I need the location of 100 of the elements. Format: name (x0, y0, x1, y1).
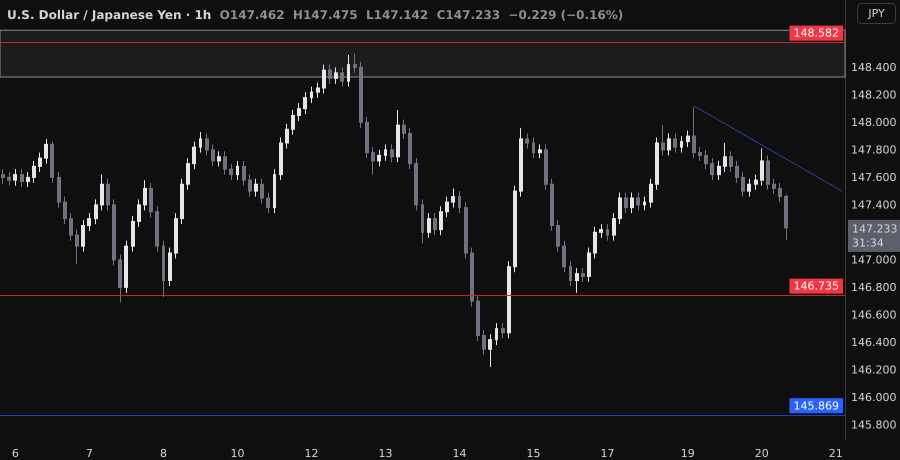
candlestick (451, 188, 455, 208)
candlestick (661, 124, 665, 156)
candlestick (242, 160, 246, 186)
x-tick-label: 6 (12, 447, 19, 460)
candlestick (445, 196, 449, 218)
text: 147.233 (852, 222, 898, 236)
candlestick (569, 260, 572, 286)
candlestick (741, 171, 745, 198)
candlestick (205, 132, 209, 156)
y-tick-label: 147.000 (851, 253, 896, 266)
candlestick (124, 240, 128, 294)
candlestick (223, 150, 227, 176)
candlestick (69, 212, 73, 242)
ref-line-label: 148.582 (794, 26, 839, 40)
candlestick (365, 116, 369, 159)
text: 31:34 (852, 236, 884, 250)
ref-line-label: 146.735 (794, 280, 839, 293)
candlestick (328, 64, 332, 84)
candlestick (347, 54, 350, 88)
y-axis-title: JPY (867, 7, 885, 20)
candlestick (439, 206, 443, 236)
candlestick (192, 141, 196, 170)
y-tick-label: 146.200 (851, 363, 896, 376)
x-tick-label: 14 (452, 447, 467, 460)
candlestick (433, 212, 437, 236)
candlestick (100, 174, 104, 211)
candlestick (414, 158, 418, 211)
candlestick (710, 158, 714, 181)
candlestick (704, 149, 708, 170)
candlestick (155, 206, 159, 252)
candlestick (377, 149, 381, 167)
y-tick-label: 146.400 (851, 336, 896, 349)
candlestick (174, 212, 178, 259)
candlestick (180, 178, 184, 225)
x-tick-label: 19 (680, 447, 695, 460)
candlestick (32, 160, 36, 184)
candlestick (359, 61, 363, 128)
candlestick (723, 142, 727, 172)
y-tick-label: 145.800 (851, 418, 896, 432)
candlestick (458, 190, 461, 214)
candlestick (717, 160, 721, 181)
candlestick (476, 295, 480, 342)
candlestick (513, 185, 517, 273)
candlestick (186, 158, 190, 190)
candlestick (297, 102, 301, 122)
candlestick (618, 192, 622, 225)
candlestick (384, 144, 387, 162)
candlestick (495, 322, 498, 346)
candlestick (729, 150, 733, 172)
candlestick (390, 144, 394, 163)
candlestick (340, 66, 344, 88)
candlestick (38, 152, 42, 172)
y-tick-label: 147.400 (851, 198, 896, 212)
candlestick (143, 180, 147, 211)
candlestick (353, 53, 357, 74)
candlestick (402, 119, 406, 140)
text: U.S. Dollar / Japanese Yen · 1h (7, 8, 212, 22)
candlestick (532, 137, 535, 159)
candlestick (63, 196, 67, 225)
candlestick (13, 168, 17, 186)
candlestick (772, 178, 776, 194)
candlestick (162, 240, 165, 298)
y-tick-label: 147.600 (851, 170, 896, 184)
candlestick (273, 168, 276, 214)
candlestick (334, 66, 338, 84)
candlestick (747, 178, 751, 198)
candlestick (667, 132, 671, 156)
candlestick (371, 146, 375, 176)
candlestick (50, 141, 54, 184)
x-tick-label: 12 (304, 447, 318, 460)
text: O147.462 H147.475 L147.142 C147.233 −0.229 (−0.16%) (211, 8, 624, 22)
candlestick (698, 146, 702, 162)
candlestick (735, 160, 739, 184)
candlestick (137, 198, 141, 228)
candlestick (26, 171, 30, 188)
candlestick (112, 198, 116, 266)
candlestick (427, 212, 431, 238)
y-tick-label: 146.800 (851, 280, 896, 294)
candlestick (408, 127, 412, 170)
candlestick (562, 240, 566, 273)
candlestick (630, 192, 634, 214)
y-tick-label: 146.000 (851, 390, 896, 404)
ref-line-label: 145.869 (794, 399, 839, 412)
candlestick (556, 220, 560, 252)
candlestick (118, 254, 122, 303)
x-tick-label: 7 (86, 447, 93, 460)
x-tick-label: 8 (160, 447, 167, 460)
x-tick-label: 20 (754, 447, 769, 460)
candlestick (7, 171, 11, 186)
candlestick (131, 215, 135, 252)
y-tick-label: 148.200 (851, 88, 896, 102)
candlestick (464, 202, 468, 259)
candlestick (606, 224, 609, 242)
candlestick (525, 132, 529, 149)
candlestick (254, 178, 258, 198)
candlestick (643, 196, 646, 211)
candlestick (57, 171, 61, 208)
y-tick-label: 146.600 (851, 308, 896, 322)
candlestick (260, 178, 264, 204)
candlestick (75, 229, 79, 264)
